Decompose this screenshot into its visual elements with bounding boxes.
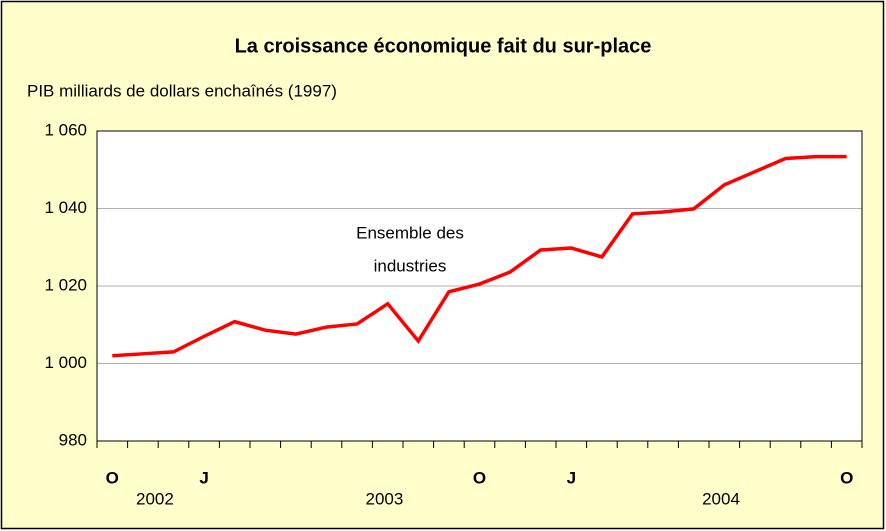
x-tick-label: O xyxy=(106,468,119,487)
y-tick-label: 1 040 xyxy=(44,198,87,217)
y-tick-label: 980 xyxy=(59,430,87,449)
x-tick-label: O xyxy=(473,468,486,487)
x-tick-label: J xyxy=(199,468,208,487)
y-tick-label: 1 020 xyxy=(44,275,87,294)
line-series xyxy=(112,154,847,358)
x-tick-label: J xyxy=(567,468,576,487)
annotation: industries xyxy=(374,256,447,275)
year-label: 2002 xyxy=(136,489,174,508)
year-label: 2004 xyxy=(702,489,740,508)
x-tick-label: O xyxy=(840,468,853,487)
y-tick-label: 1 000 xyxy=(44,353,87,372)
y-tick-label: 1 060 xyxy=(44,120,87,139)
chart-title: La croissance économique fait du sur-pla… xyxy=(235,35,652,57)
annotation: Ensemble des xyxy=(356,223,464,242)
subtitle: PIB milliards de dollars enchaînés (1997… xyxy=(27,81,337,100)
year-label: 2003 xyxy=(365,489,403,508)
plot-border xyxy=(96,130,863,442)
